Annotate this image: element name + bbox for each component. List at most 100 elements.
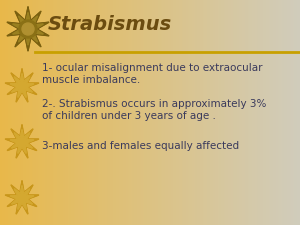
Bar: [153, 0, 155, 225]
Bar: [171, 0, 173, 225]
Bar: [30, 0, 32, 225]
Bar: [298, 0, 300, 225]
Bar: [96, 0, 98, 225]
Bar: [85, 0, 88, 225]
Bar: [52, 0, 55, 225]
Text: 1- ocular misalignment due to extraocular: 1- ocular misalignment due to extraocula…: [42, 63, 262, 73]
Bar: [280, 0, 283, 225]
Bar: [220, 0, 223, 225]
Bar: [276, 0, 278, 225]
Bar: [135, 0, 137, 225]
Bar: [148, 0, 151, 225]
Bar: [123, 0, 125, 225]
Bar: [144, 0, 146, 225]
Polygon shape: [13, 13, 43, 45]
Bar: [58, 0, 61, 225]
Bar: [291, 0, 293, 225]
Text: muscle imbalance.: muscle imbalance.: [42, 75, 140, 85]
Bar: [258, 0, 260, 225]
Bar: [103, 0, 106, 225]
Bar: [120, 0, 122, 225]
Bar: [15, 0, 17, 225]
Bar: [174, 0, 176, 225]
Bar: [236, 0, 238, 225]
Bar: [60, 0, 62, 225]
Bar: [105, 0, 107, 225]
Bar: [94, 0, 97, 225]
Bar: [213, 0, 215, 225]
Bar: [98, 0, 100, 225]
Polygon shape: [7, 7, 49, 51]
Bar: [232, 0, 235, 225]
Bar: [108, 0, 110, 225]
Bar: [202, 0, 205, 225]
Bar: [160, 0, 163, 225]
Bar: [294, 0, 296, 225]
Bar: [198, 0, 200, 225]
Bar: [159, 0, 161, 225]
Bar: [111, 0, 113, 225]
Bar: [224, 0, 226, 225]
Bar: [172, 0, 175, 225]
Bar: [9, 0, 11, 225]
Bar: [284, 0, 286, 225]
Bar: [218, 0, 220, 225]
Bar: [45, 0, 47, 225]
Bar: [256, 0, 259, 225]
Bar: [3, 0, 5, 225]
Bar: [130, 0, 133, 225]
Bar: [38, 0, 40, 225]
Bar: [40, 0, 43, 225]
Bar: [180, 0, 182, 225]
Bar: [178, 0, 181, 225]
Bar: [162, 0, 164, 225]
Bar: [250, 0, 253, 225]
Bar: [164, 0, 166, 225]
Bar: [66, 0, 68, 225]
Bar: [64, 0, 67, 225]
Bar: [4, 0, 7, 225]
Bar: [207, 0, 209, 225]
Bar: [138, 0, 140, 225]
Bar: [186, 0, 188, 225]
Bar: [176, 0, 178, 225]
Bar: [118, 0, 121, 225]
Bar: [261, 0, 263, 225]
Bar: [81, 0, 83, 225]
Bar: [116, 0, 118, 225]
Bar: [63, 0, 65, 225]
Bar: [268, 0, 271, 225]
Bar: [167, 0, 169, 225]
Polygon shape: [10, 186, 34, 209]
Circle shape: [19, 20, 37, 38]
Bar: [34, 0, 37, 225]
Bar: [154, 0, 157, 225]
Bar: [12, 0, 14, 225]
Bar: [54, 0, 56, 225]
Bar: [141, 0, 143, 225]
Bar: [32, 0, 34, 225]
Bar: [117, 0, 119, 225]
Bar: [184, 0, 187, 225]
Bar: [248, 0, 250, 225]
Bar: [156, 0, 158, 225]
Bar: [146, 0, 148, 225]
Bar: [192, 0, 194, 225]
Bar: [240, 0, 242, 225]
Bar: [189, 0, 191, 225]
Bar: [50, 0, 52, 225]
Polygon shape: [10, 74, 34, 97]
Bar: [182, 0, 184, 225]
Bar: [226, 0, 229, 225]
Bar: [69, 0, 71, 225]
Bar: [228, 0, 230, 225]
Bar: [93, 0, 95, 225]
Bar: [201, 0, 203, 225]
Bar: [225, 0, 227, 225]
Bar: [14, 0, 16, 225]
Bar: [230, 0, 232, 225]
Bar: [242, 0, 244, 225]
Bar: [68, 0, 70, 225]
Bar: [100, 0, 103, 225]
Bar: [150, 0, 152, 225]
